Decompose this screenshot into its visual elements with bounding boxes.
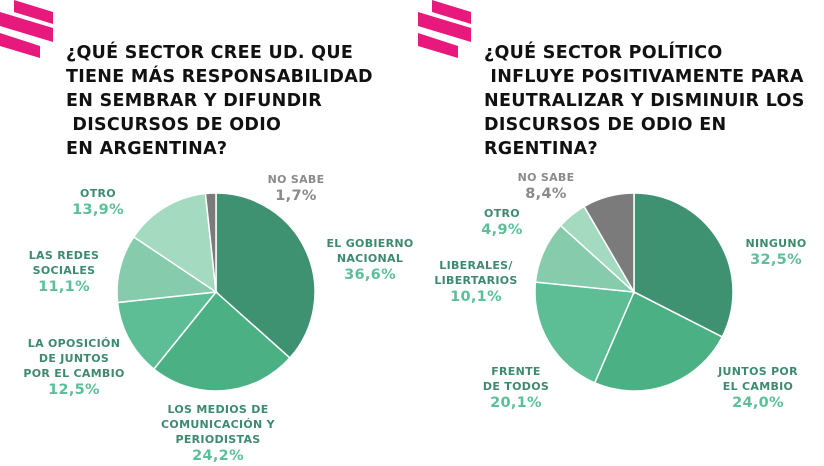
- pie1-slice-3: [116, 235, 219, 304]
- pie1-slice-1: [152, 290, 291, 392]
- chart-title-left: ¿QUÉ SECTOR CREE UD. QUE TIENE MÁS RESPO…: [66, 43, 373, 159]
- label-redes: LAS REDES SOCIALES 11,1%: [28, 249, 100, 295]
- label-juntos: JUNTOS POR EL CAMBIO 24,0%: [718, 365, 798, 411]
- label-medios: LOS MEDIOS DE COMUNICACIÓN Y PERIODISTAS…: [161, 403, 275, 464]
- pie2-slice-5: [583, 192, 635, 295]
- pie2-slice-0: [633, 192, 734, 338]
- label-no-sabe: NO SABE 1,7%: [267, 173, 325, 204]
- brand-logo-left: [0, 0, 53, 58]
- pie2-slice-1: [593, 290, 724, 392]
- brand-logo-right: [418, 0, 471, 58]
- label-frente: FRENTE DE TODOS 20,1%: [482, 365, 550, 411]
- label-ninguno: NINGUNO 32,5%: [745, 237, 807, 268]
- chart-title-right: ¿QUÉ SECTOR POLÍTICO INFLUYE POSITIVAMEN…: [484, 43, 805, 159]
- pie1-slice-5: [204, 192, 217, 293]
- pie1-slice-2: [116, 291, 218, 371]
- label-liberales: LIBERALES/ LIBERTARIOS 10,1%: [434, 259, 518, 305]
- pie1-slice-0: [215, 192, 316, 359]
- label-gobierno: EL GOBIERNO NACIONAL 36,6%: [326, 237, 414, 283]
- label-oposicion: LA OPOSICIÓN DE JUNTOS POR EL CAMBIO 12,5…: [23, 337, 125, 398]
- label-otro: OTRO 13,9%: [72, 187, 124, 218]
- label-otro-2: OTRO 4,9%: [481, 207, 523, 238]
- label-no-sabe-2: NO SABE 8,4%: [517, 171, 575, 202]
- pie2-slice-2: [534, 281, 636, 384]
- pie1-slice-4: [132, 192, 217, 294]
